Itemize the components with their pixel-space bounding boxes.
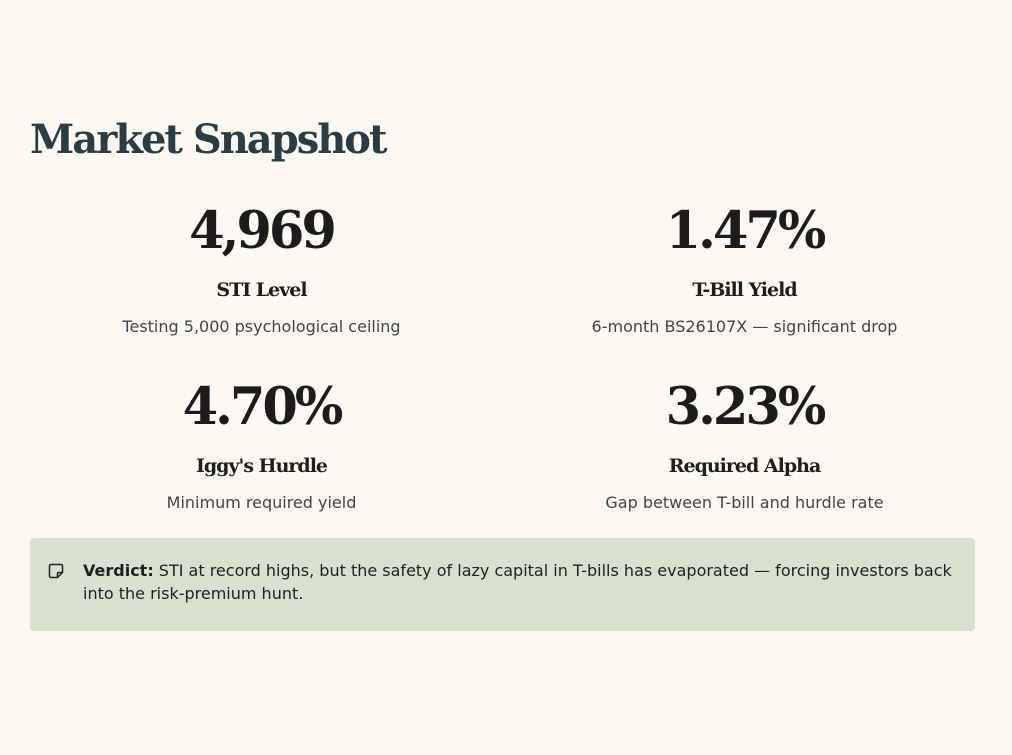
stat-value: 4.70% <box>182 377 344 437</box>
verdict-label: Verdict: <box>83 561 154 580</box>
stat-card-sti-level: 4,969 STI Level Testing 5,000 psychologi… <box>20 195 503 371</box>
stat-value: 3.23% <box>665 377 827 437</box>
verdict-callout: Verdict: STI at record highs, but the sa… <box>30 538 975 631</box>
verdict-text: Verdict: STI at record highs, but the sa… <box>83 559 955 605</box>
stat-label: Required Alpha <box>668 455 822 477</box>
stat-card-tbill-yield: 1.47% T-Bill Yield 6-month BS26107X — si… <box>503 195 986 371</box>
stat-description: Gap between T-bill and hurdle rate <box>605 493 884 512</box>
note-icon <box>48 563 64 579</box>
stat-card-hurdle: 4.70% Iggy's Hurdle Minimum required yie… <box>20 371 503 547</box>
stat-value: 1.47% <box>665 201 827 261</box>
stats-grid: 4,969 STI Level Testing 5,000 psychologi… <box>20 195 986 547</box>
stat-description: Minimum required yield <box>166 493 357 512</box>
stat-value: 4,969 <box>189 201 337 261</box>
stat-label: STI Level <box>216 279 307 301</box>
verdict-body: STI at record highs, but the safety of l… <box>83 561 952 603</box>
stat-label: Iggy's Hurdle <box>196 455 328 477</box>
page-title: Market Snapshot <box>30 116 387 163</box>
stat-card-required-alpha: 3.23% Required Alpha Gap between T-bill … <box>503 371 986 547</box>
stat-description: Testing 5,000 psychological ceiling <box>122 317 401 336</box>
stat-description: 6-month BS26107X — significant drop <box>591 317 898 336</box>
stat-label: T-Bill Yield <box>692 279 797 301</box>
